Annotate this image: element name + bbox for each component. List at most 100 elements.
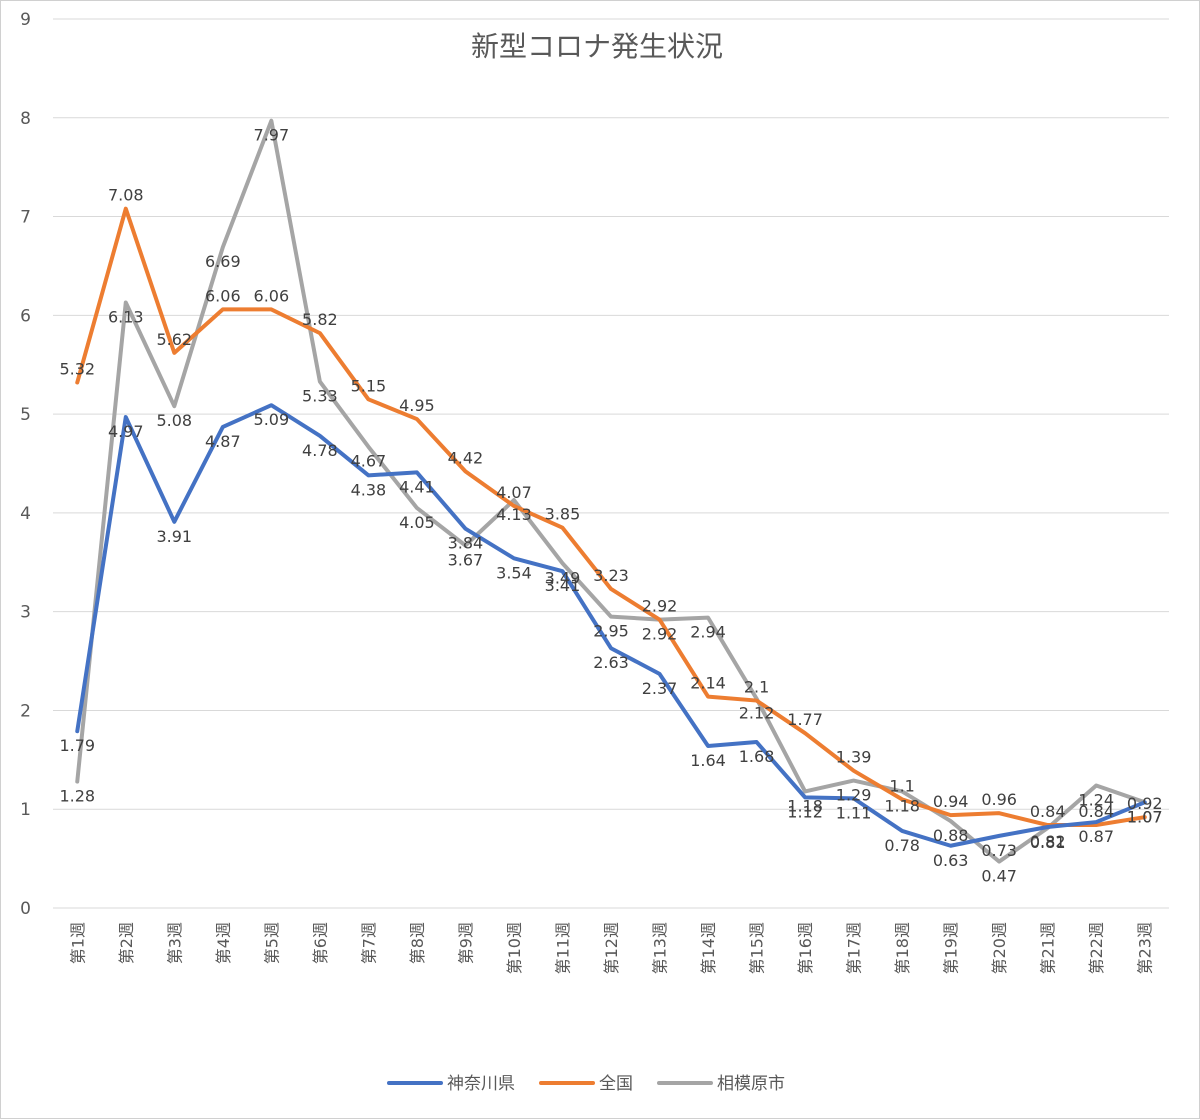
data-label: 5.09 [254, 410, 290, 429]
data-label: 2.94 [690, 623, 726, 642]
data-label: 2.92 [642, 597, 678, 616]
chart-title: 新型コロナ発生状況 [471, 30, 723, 63]
data-label: 0.81 [1030, 833, 1066, 852]
x-tick-label: 第9週 [456, 922, 475, 964]
data-label: 1.11 [836, 803, 872, 822]
data-label: 1.07 [1127, 807, 1163, 826]
x-axis-labels: 第1週 第2週 第3週 第4週 第5週 第6週 第7週 第8週 第9週 第10週 第11週 第12週 第… [68, 922, 1154, 974]
data-label: 1.1 [889, 776, 914, 795]
data-label: 3.41 [545, 576, 581, 595]
x-tick-label: 第20週 [990, 922, 1009, 974]
y-tick-label: 4 [20, 504, 31, 524]
y-axis-labels: 0 1 2 3 4 5 6 7 8 9 [20, 10, 31, 919]
x-tick-label: 第2週 [117, 922, 136, 964]
data-label: 4.07 [496, 483, 532, 502]
series-line-0 [75, 403, 1147, 848]
x-tick-label: 第7週 [359, 922, 378, 964]
data-label: 5.33 [302, 387, 338, 406]
data-label: 0.82 [1030, 832, 1066, 851]
data-label: 0.84 [1078, 802, 1114, 821]
y-tick-label: 9 [20, 10, 31, 30]
grid-layer [53, 18, 1169, 909]
data-label: 1.29 [836, 786, 872, 805]
data-label: 0.78 [884, 836, 920, 855]
x-tick-label: 第14週 [699, 922, 718, 974]
data-label: 3.67 [448, 550, 484, 569]
data-label: 1.64 [690, 751, 726, 770]
data-label: 7.97 [254, 126, 290, 145]
data-label: 4.87 [205, 432, 241, 451]
legend: 神奈川県 全国 相模原市 [387, 1074, 785, 1094]
data-label: 1.79 [59, 736, 95, 755]
y-tick-label: 5 [20, 405, 31, 425]
data-label: 5.32 [59, 360, 95, 379]
data-label: 3.91 [156, 527, 192, 546]
data-label: 1.18 [787, 796, 823, 815]
data-label: 2.95 [593, 622, 629, 641]
data-label: 1.77 [787, 710, 823, 729]
series-layer [75, 118, 1147, 864]
data-label: 6.06 [205, 286, 241, 305]
series-line-2 [75, 118, 1147, 864]
data-label: 4.13 [496, 505, 532, 524]
data-label: 5.82 [302, 310, 338, 329]
data-label: 5.15 [351, 376, 387, 395]
series-line-1 [75, 206, 1147, 828]
data-label: 4.41 [399, 477, 435, 496]
data-label: 4.67 [351, 452, 387, 471]
y-tick-label: 8 [20, 109, 31, 129]
x-tick-label: 第3週 [165, 922, 184, 964]
data-label: 2.12 [739, 704, 775, 723]
x-tick-label: 第23週 [1136, 922, 1155, 974]
legend-label: 相模原市 [717, 1074, 785, 1094]
data-label: 6.13 [108, 307, 144, 326]
x-tick-label: 第15週 [748, 922, 767, 974]
data-label: 7.08 [108, 186, 144, 205]
data-label: 4.38 [351, 480, 387, 499]
data-label: 5.08 [156, 411, 192, 430]
y-tick-label: 1 [20, 800, 31, 820]
x-tick-label: 第19週 [942, 922, 961, 974]
data-label: 1.28 [59, 787, 95, 806]
x-tick-label: 第16週 [796, 922, 815, 974]
data-label: 3.23 [593, 566, 629, 585]
y-tick-label: 7 [20, 208, 31, 228]
data-label: 3.49 [545, 568, 581, 587]
data-label: 4.95 [399, 396, 435, 415]
x-tick-label: 第21週 [1039, 922, 1058, 974]
data-label: 4.78 [302, 441, 338, 460]
x-tick-label: 第10週 [505, 922, 524, 974]
x-tick-label: 第12週 [602, 922, 621, 974]
x-tick-label: 第5週 [262, 922, 281, 964]
data-label: 0.84 [1030, 802, 1066, 821]
data-label: 1.24 [1078, 791, 1114, 810]
legend-label: 全国 [599, 1074, 633, 1094]
data-label: 0.47 [981, 867, 1017, 886]
data-label: 4.42 [448, 448, 484, 467]
y-tick-label: 2 [20, 701, 31, 721]
x-tick-label: 第11週 [553, 922, 572, 974]
data-label: 3.54 [496, 563, 532, 582]
data-label: 1.39 [836, 748, 872, 767]
data-label: 1.07 [1127, 807, 1163, 826]
x-tick-label: 第8週 [408, 922, 427, 964]
data-label: 1.68 [739, 747, 775, 766]
data-label: 2.14 [690, 674, 726, 693]
legend-label: 神奈川県 [447, 1074, 515, 1094]
data-label: 4.97 [108, 422, 144, 441]
data-label-layer: 1.79 4.97 3.91 4.87 5.09 4.78 4.38 4.41 3.84 3.54… [59, 126, 1162, 886]
data-label: 0.63 [933, 851, 969, 870]
data-label: 2.63 [593, 653, 629, 672]
x-tick-label: 第18週 [893, 922, 912, 974]
x-tick-label: 第17週 [845, 922, 864, 974]
x-tick-label: 第22週 [1087, 922, 1106, 974]
y-tick-label: 6 [20, 306, 31, 326]
x-tick-label: 第13週 [651, 922, 670, 974]
data-label: 2.1 [744, 678, 769, 697]
data-label: 0.87 [1078, 827, 1114, 846]
data-label: 5.62 [156, 330, 192, 349]
y-tick-label: 3 [20, 603, 31, 623]
data-label: 6.69 [205, 252, 241, 271]
